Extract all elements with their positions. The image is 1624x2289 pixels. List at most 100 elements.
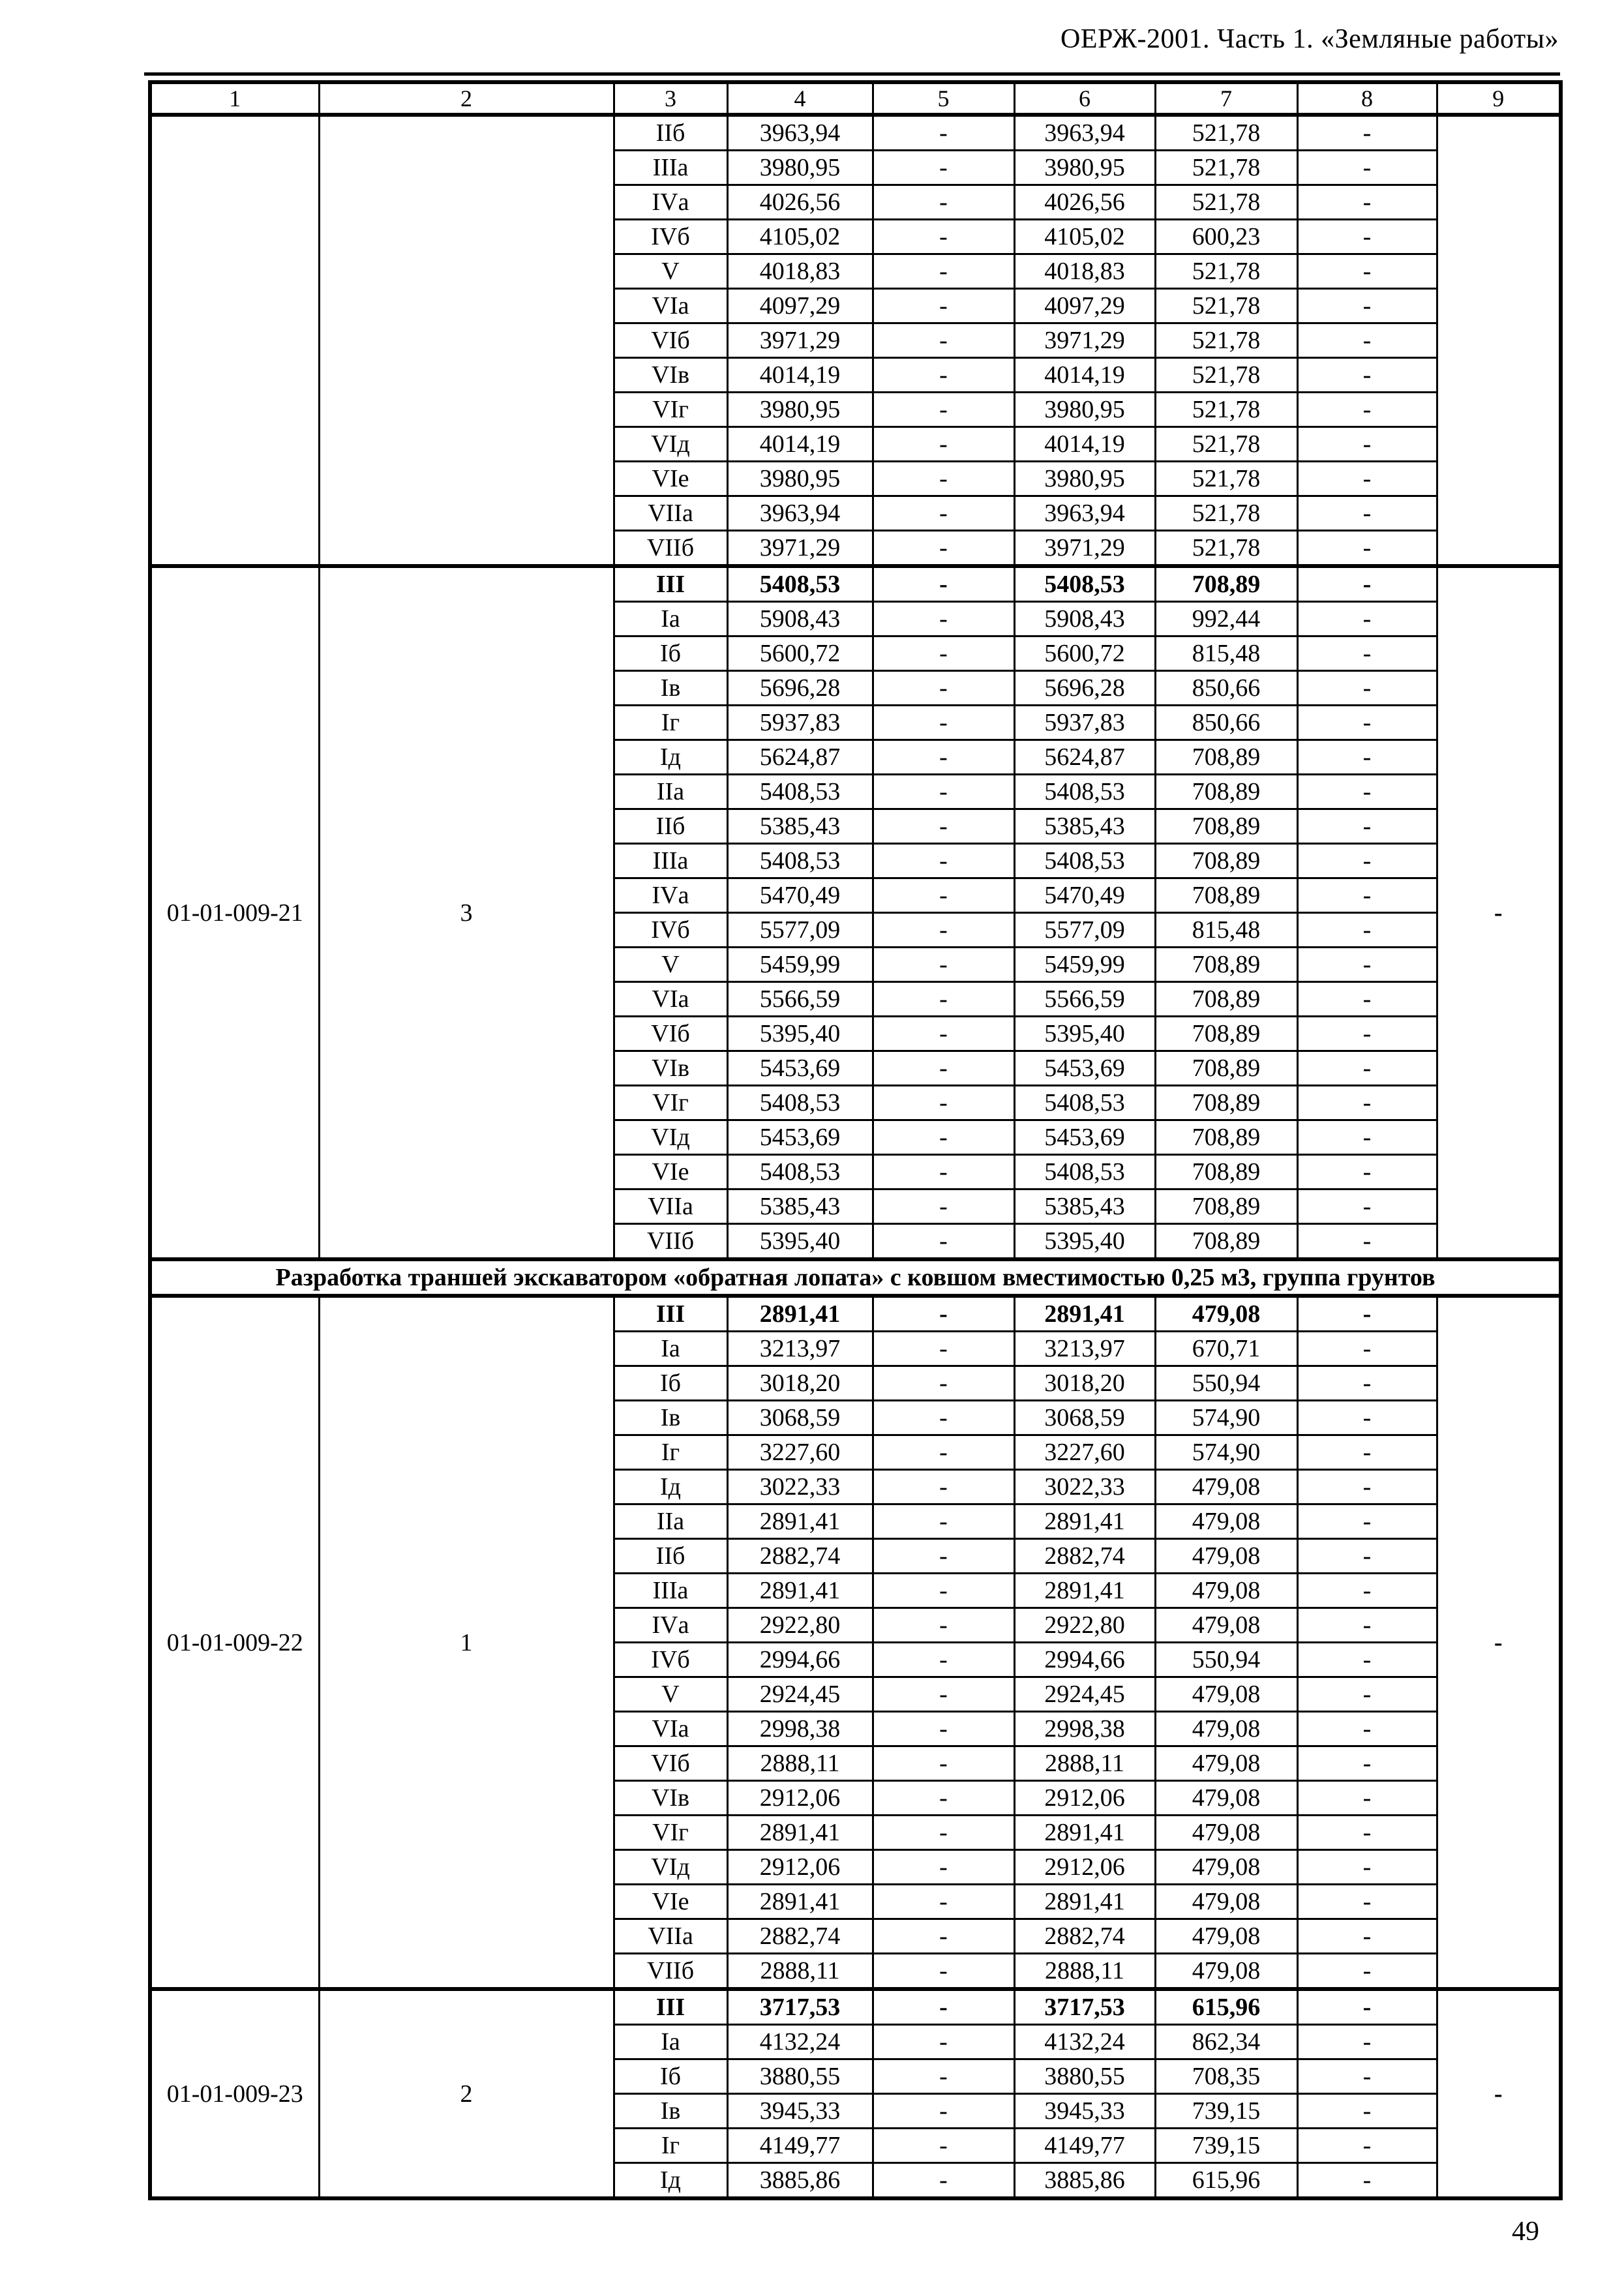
labor-cost-cell: 708,89 — [1154, 877, 1299, 914]
labor-cost-cell: 992,44 — [1154, 601, 1299, 637]
dash-cell: - — [871, 2093, 1015, 2129]
labor-cost-cell: 479,08 — [1154, 1503, 1299, 1540]
soil-group-cell: Iд — [612, 2162, 729, 2200]
table-row: IIб 5385,43-5385,43 708,89- — [150, 808, 1561, 845]
direct-cost-cell: 5395,40 — [1013, 1223, 1156, 1261]
labor-cost-cell: 521,78 — [1154, 322, 1299, 359]
soil-group-cell: Iб — [612, 635, 729, 672]
direct-cost-cell: 3980,95 — [1013, 391, 1156, 428]
direct-cost-cell: 3022,33 — [1013, 1469, 1156, 1505]
dash-cell: - — [1296, 1399, 1438, 1436]
dash-cell: - — [871, 704, 1015, 741]
direct-cost-cell: 2891,41 — [1013, 1814, 1156, 1851]
dash-cell: - — [871, 1745, 1015, 1782]
soil-group-cell: IIIа — [612, 1572, 729, 1609]
soil-group-cell: IIб — [612, 113, 729, 151]
labor-cost-cell: 708,89 — [1154, 1154, 1299, 1190]
soil-group-cell: Iб — [612, 1365, 729, 1401]
direct-cost-cell: 2891,41 — [1013, 1294, 1156, 1332]
table-row: Iа 3213,97-3213,97 670,71- — [150, 1330, 1561, 1367]
dash-cell: - — [871, 1223, 1015, 1261]
soil-group-cell: IIа — [612, 1503, 729, 1540]
labor-cost-cell: 521,78 — [1154, 357, 1299, 393]
table-body: IIб 3963,94-3963,94 521,78- IIIа 3980,95-398… — [149, 113, 1562, 2200]
dash-cell: - — [1296, 1952, 1438, 1990]
table-row: VIд 4014,19-4014,19 521,78- — [150, 426, 1561, 462]
direct-cost-cell: 5385,43 — [1013, 1188, 1156, 1225]
table-row: Iв 5696,28-5696,28 850,66- — [150, 670, 1561, 706]
direct-cost-cell: 5459,99 — [1013, 946, 1156, 983]
direct-cost-cell: 2891,41 — [1013, 1503, 1156, 1540]
soil-group-cell: V — [612, 1676, 729, 1713]
table-row: IIб 3963,94-3963,94 521,78- — [149, 113, 1562, 567]
direct-cost-cell: 5696,28 — [1013, 670, 1156, 706]
work-group-cell: 3 — [318, 564, 615, 1261]
dash-cell: - — [871, 530, 1015, 567]
table-row: VIIа 5385,43-5385,43 708,89- — [150, 1188, 1561, 1225]
table-row: Iг 3227,60-3227,60 574,90- — [150, 1434, 1561, 1471]
dash-cell: - — [871, 877, 1015, 914]
dash-cell: - — [1296, 1780, 1438, 1816]
dash-cell: - — [1296, 877, 1438, 914]
soil-group-cell: Iб — [612, 2058, 729, 2095]
dash-cell: - — [1296, 460, 1438, 497]
direct-cost-cell: 2998,38 — [1013, 1711, 1156, 1747]
dash-cell: - — [871, 601, 1015, 637]
direct-cost-cell: 2882,74 — [1013, 1918, 1156, 1954]
dash-cell: - — [1296, 1607, 1438, 1643]
labor-cost-cell: 521,78 — [1154, 184, 1299, 220]
table-row: IVб 5577,09-5577,09 815,48- — [150, 912, 1561, 948]
direct-cost-cell: 2888,11 — [1013, 1745, 1156, 1782]
labor-cost-cell: 521,78 — [1154, 253, 1299, 290]
soil-group-cell: III — [612, 564, 729, 603]
direct-cost-cell: 5408,53 — [726, 1085, 874, 1121]
direct-cost-cell: 5600,72 — [726, 635, 874, 672]
dash-cell: - — [1296, 1434, 1438, 1471]
dash-cell: - — [1296, 981, 1438, 1017]
dash-cell: - — [1296, 912, 1438, 948]
direct-cost-cell: 3885,86 — [1013, 2162, 1156, 2200]
direct-cost-cell: 5624,87 — [1013, 739, 1156, 775]
dash-cell: - — [871, 1188, 1015, 1225]
direct-cost-cell: 2882,74 — [726, 1538, 874, 1574]
soil-group-cell: VIе — [612, 1883, 729, 1920]
table-row: Iв 3945,33-3945,33 739,15- — [150, 2093, 1561, 2129]
direct-cost-cell: 5453,69 — [726, 1050, 874, 1086]
dash-cell: - — [1296, 704, 1438, 741]
direct-cost-cell: 5453,69 — [1013, 1050, 1156, 1086]
direct-cost-cell: 2891,41 — [726, 1883, 874, 1920]
direct-cost-cell: 4014,19 — [726, 357, 874, 393]
soil-group-cell: IIб — [612, 808, 729, 845]
labor-cost-cell: 739,15 — [1154, 2127, 1299, 2164]
col9-cell — [1436, 113, 1562, 567]
direct-cost-cell: 3945,33 — [726, 2093, 874, 2129]
direct-cost-cell: 4132,24 — [1013, 2024, 1156, 2060]
dash-cell: - — [1296, 1641, 1438, 1678]
dash-cell: - — [1296, 1015, 1438, 1052]
table-row: IIа 5408,53-5408,53 708,89- — [150, 773, 1561, 810]
rate-code-cell — [149, 113, 320, 567]
dash-cell: - — [871, 1883, 1015, 1920]
labor-cost-cell: 479,08 — [1154, 1294, 1299, 1332]
labor-cost-cell: 708,89 — [1154, 1085, 1299, 1121]
labor-cost-cell: 479,08 — [1154, 1780, 1299, 1816]
table-row: VIа 2998,38-2998,38 479,08- — [150, 1711, 1561, 1747]
direct-cost-cell: 5577,09 — [1013, 912, 1156, 948]
labor-cost-cell: 521,78 — [1154, 149, 1299, 186]
direct-cost-cell: 5453,69 — [1013, 1119, 1156, 1156]
dash-cell: - — [871, 670, 1015, 706]
labor-cost-cell: 521,78 — [1154, 391, 1299, 428]
table-row: VIг 5408,53-5408,53 708,89- — [150, 1085, 1561, 1121]
soil-group-cell: Iв — [612, 670, 729, 706]
direct-cost-cell: 3980,95 — [1013, 149, 1156, 186]
table-row: Iа 4132,24-4132,24 862,34- — [150, 2024, 1561, 2060]
direct-cost-cell: 3227,60 — [1013, 1434, 1156, 1471]
labor-cost-cell: 739,15 — [1154, 2093, 1299, 2129]
direct-cost-cell: 2888,11 — [726, 1952, 874, 1990]
direct-cost-cell: 3880,55 — [726, 2058, 874, 2095]
direct-cost-cell: 5600,72 — [1013, 635, 1156, 672]
table-row: Iд 3885,86-3885,86 615,96- — [150, 2162, 1561, 2200]
dash-cell: - — [871, 1607, 1015, 1643]
soil-group-cell: III — [612, 1987, 729, 2026]
